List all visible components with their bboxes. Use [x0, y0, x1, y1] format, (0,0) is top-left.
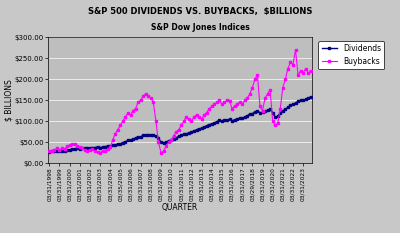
- Buybacks: [293, 48, 298, 51]
- Dividends: [54, 149, 59, 152]
- Dividends: [123, 140, 128, 143]
- X-axis label: QUARTER: QUARTER: [162, 203, 198, 212]
- Buybacks: [47, 150, 52, 153]
- Legend: Dividends, Buybacks: Dividends, Buybacks: [318, 41, 384, 69]
- Buybacks: [308, 69, 313, 72]
- Buybacks: [116, 128, 120, 131]
- Dividends: [176, 135, 181, 138]
- Dividends: [113, 144, 118, 147]
- Buybacks: [126, 111, 130, 114]
- Buybacks: [303, 67, 308, 70]
- Dividends: [298, 99, 303, 102]
- Dividends: [286, 106, 290, 109]
- Line: Dividends: Dividends: [48, 96, 312, 153]
- Buybacks: [98, 151, 102, 154]
- Buybacks: [288, 61, 293, 64]
- Text: S&P 500 DIVIDENDS VS. BUYBACKS,  $BILLIONS: S&P 500 DIVIDENDS VS. BUYBACKS, $BILLION…: [88, 7, 312, 16]
- Dividends: [47, 150, 52, 153]
- Text: S&P Dow Jones Indices: S&P Dow Jones Indices: [151, 23, 249, 32]
- Buybacks: [179, 124, 184, 127]
- Line: Buybacks: Buybacks: [48, 48, 312, 154]
- Buybacks: [54, 147, 59, 150]
- Y-axis label: $ BILLIONS: $ BILLIONS: [4, 79, 13, 121]
- Dividends: [308, 96, 313, 98]
